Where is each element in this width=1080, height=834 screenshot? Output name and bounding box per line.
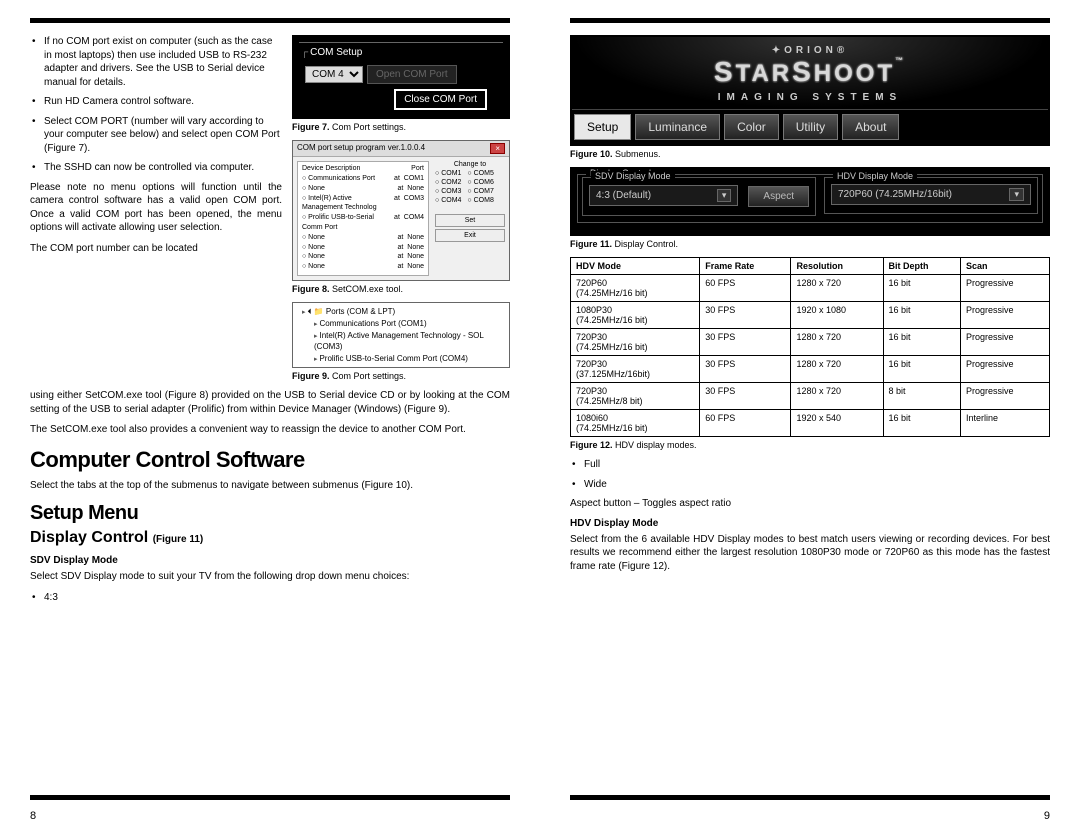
set-button[interactable]: Set [435, 214, 505, 227]
heading-2: Setup Menu [30, 502, 510, 525]
figure-caption: Figure 9. Com Port settings. [292, 371, 510, 381]
table-row: ○ Noneat None [302, 262, 424, 272]
hdv-mode-select[interactable]: 720P60 (74.25MHz/16bit)▾ [831, 184, 1031, 205]
bullet-list: Full Wide [570, 458, 1050, 491]
tree-leaf: Communications Port (COM1) [298, 318, 504, 330]
brand-label: ✦ORION® [572, 45, 1048, 56]
table-row: 1080P30(74.25MHz/16 bit)30 FPS1920 x 108… [571, 302, 1050, 329]
tab-about[interactable]: About [842, 114, 899, 140]
heading-1: Computer Control Software [30, 447, 510, 473]
page-number: 9 [1044, 810, 1050, 822]
list-item: The SSHD can now be controlled via compu… [44, 161, 282, 175]
paragraph: using either SetCOM.exe tool (Figure 8) … [30, 389, 510, 416]
page-spread: If no COM port exist on computer (such a… [0, 0, 1080, 834]
change-to-panel: Change to COM1COM5 COM2COM6 COM3COM7 COM… [435, 161, 505, 276]
left-text-column: If no COM port exist on computer (such a… [30, 35, 282, 389]
hdv-modes-table: HDV Mode Frame Rate Resolution Bit Depth… [570, 257, 1050, 437]
sdv-mode-select[interactable]: 4:3 (Default)▾ [589, 185, 738, 206]
fieldset-legend: COM Setup [299, 42, 503, 62]
open-com-button[interactable]: Open COM Port [367, 65, 457, 84]
tree-leaf: Prolific USB-to-Serial Comm Port (COM4) [298, 353, 504, 365]
list-item: Select COM PORT (number will vary accord… [44, 115, 282, 156]
table-row: ○ Noneat None [302, 243, 424, 253]
figure-7-com-setup: COM Setup COM 4 Open COM Port Close COM … [292, 35, 510, 119]
paragraph: Aspect button – Toggles aspect ratio [570, 497, 1050, 511]
bullet-list-1: If no COM port exist on computer (such a… [30, 35, 282, 175]
figure-column: COM Setup COM 4 Open COM Port Close COM … [292, 35, 510, 389]
figure-10-starshoot: ✦ORION® STARSHOOT™ IMAGING SYSTEMS Setup… [570, 35, 1050, 146]
paragraph: Select from the 6 available HDV Display … [570, 533, 1050, 574]
exit-button[interactable]: Exit [435, 229, 505, 242]
tab-bar: Setup Luminance Color Utility About [572, 109, 1048, 144]
figure-9-device-manager: ⏴ 📁 Ports (COM & LPT) Communications Por… [292, 302, 510, 368]
table-row: 720P60(74.25MHz/16 bit)60 FPS1280 x 7201… [571, 275, 1050, 302]
rule-top [30, 18, 510, 23]
table-row: 720P30(37.125MHz/16bit)30 FPS1280 x 7201… [571, 356, 1050, 383]
table-row: ○ Noneat None [302, 233, 424, 243]
chevron-down-icon: ▾ [1009, 188, 1024, 201]
tree-leaf: Intel(R) Active Management Technology - … [298, 330, 504, 353]
list-item: 4:3 [44, 591, 510, 605]
subheading: SDV Display Mode [30, 555, 510, 566]
figure-8-setcom-tool: COM port setup program ver.1.0.0.4 × Dev… [292, 140, 510, 281]
close-icon[interactable]: × [490, 143, 505, 154]
close-com-button[interactable]: Close COM Port [394, 89, 487, 110]
figure-caption: Figure 8. SetCOM.exe tool. [292, 284, 510, 294]
hdv-mode-group: HDV Display Mode 720P60 (74.25MHz/16bit)… [824, 177, 1038, 214]
window-titlebar: COM port setup program ver.1.0.0.4 × [293, 141, 509, 157]
paragraph: The COM port number can be located [30, 242, 282, 256]
list-item: Wide [584, 478, 1050, 492]
table-row: 720P30(74.25MHz/8 bit)30 FPS1280 x 7208 … [571, 383, 1050, 410]
figure-caption: Figure 7. Figure 7. Com Port settings.Co… [292, 122, 510, 132]
tab-utility[interactable]: Utility [783, 114, 838, 140]
heading-3: Display Control (Figure 11) [30, 529, 510, 547]
subheading: HDV Display Mode [570, 518, 1050, 529]
rule-bottom [570, 795, 1050, 800]
tab-color[interactable]: Color [724, 114, 779, 140]
bullet-list: 4:3 [30, 591, 510, 605]
page-left: If no COM port exist on computer (such a… [0, 0, 540, 834]
device-list: Device Description Port ○ Communications… [297, 161, 429, 276]
aspect-button[interactable]: Aspect [748, 186, 809, 207]
table-row: 720P30(74.25MHz/16 bit)30 FPS1280 x 7201… [571, 329, 1050, 356]
paragraph: Please note no menu options will functio… [30, 181, 282, 235]
table-row: ○ Communications Portat COM1 [302, 174, 424, 184]
list-item: If no COM port exist on computer (such a… [44, 35, 282, 89]
product-subtitle: IMAGING SYSTEMS [572, 92, 1048, 103]
rule-top [570, 18, 1050, 23]
list-item: Full [584, 458, 1050, 472]
page-right: ✦ORION® STARSHOOT™ IMAGING SYSTEMS Setup… [540, 0, 1080, 834]
two-column-layout: If no COM port exist on computer (such a… [30, 35, 510, 389]
table-row: ○ Noneat None [302, 252, 424, 262]
figure-caption: Figure 11. Display Control. [570, 239, 1050, 249]
table-row: 1080i60(74.25MHz/16 bit)60 FPS1920 x 540… [571, 410, 1050, 437]
product-title: STARSHOOT™ [572, 56, 1048, 88]
list-item: Run HD Camera control software. [44, 95, 282, 109]
table-header-row: HDV Mode Frame Rate Resolution Bit Depth… [571, 258, 1050, 275]
tree-node: ⏴ 📁 Ports (COM & LPT) [298, 306, 504, 318]
figure-11-display-control: Display Control SDV Display Mode 4:3 (De… [570, 167, 1050, 236]
paragraph: The SetCOM.exe tool also provides a conv… [30, 423, 510, 437]
chevron-down-icon: ▾ [717, 189, 732, 202]
tab-setup[interactable]: Setup [574, 114, 631, 140]
paragraph: Select SDV Display mode to suit your TV … [30, 570, 510, 584]
table-row: ○ Intel(R) Active Management Technologat… [302, 194, 424, 214]
tab-luminance[interactable]: Luminance [635, 114, 720, 140]
table-row: ○ Noneat None [302, 184, 424, 194]
table-row: ○ Prolific USB-to-Serial Comm Portat COM… [302, 213, 424, 233]
com-port-select[interactable]: COM 4 [305, 66, 363, 83]
page-number: 8 [30, 810, 36, 822]
paragraph: Select the tabs at the top of the submen… [30, 479, 510, 493]
rule-bottom [30, 795, 510, 800]
sdv-mode-group: SDV Display Mode 4:3 (Default)▾ Aspect [582, 177, 816, 216]
figure-caption: Figure 10. Submenus. [570, 149, 1050, 159]
figure-caption: Figure 12. HDV display modes. [570, 440, 1050, 450]
